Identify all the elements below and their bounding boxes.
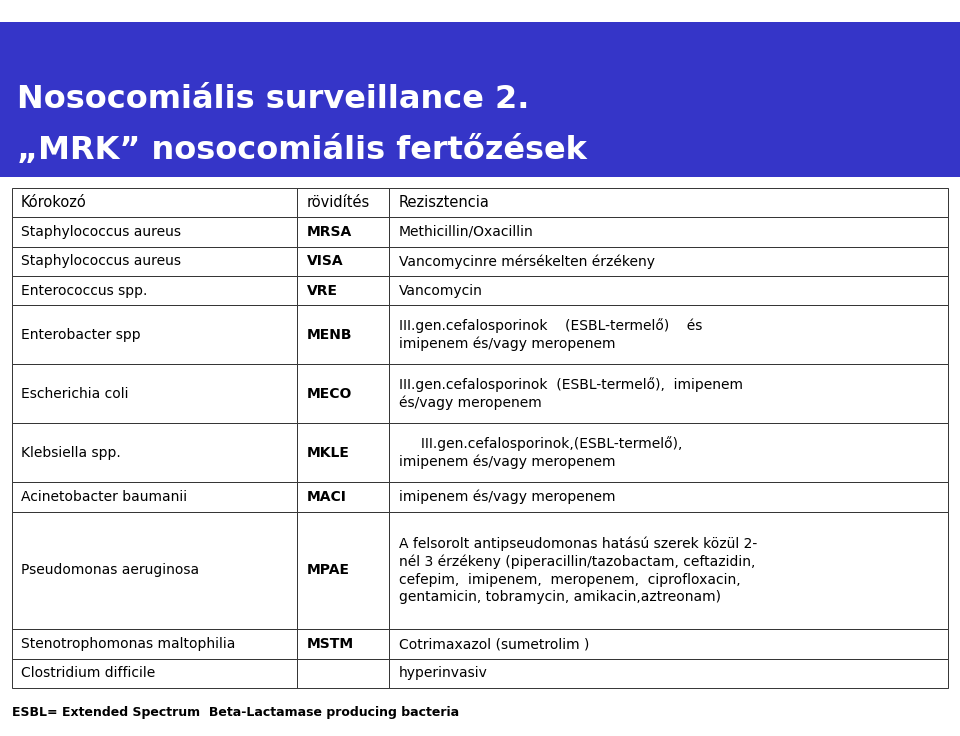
Text: hyperinvasiv: hyperinvasiv [398,666,488,681]
Text: III.gen.cefalosporinok,(ESBL-termelő),
imipenem és/vagy meropenem: III.gen.cefalosporinok,(ESBL-termelő), i… [398,436,683,469]
Text: MENB: MENB [307,328,352,342]
FancyBboxPatch shape [389,276,948,305]
FancyBboxPatch shape [12,629,298,659]
Text: imipenem és/vagy meropenem: imipenem és/vagy meropenem [398,489,615,504]
FancyBboxPatch shape [389,423,948,482]
Text: Acinetobacter baumanii: Acinetobacter baumanii [21,489,187,504]
Text: Pseudomonas aeruginosa: Pseudomonas aeruginosa [21,563,200,578]
Text: MACI: MACI [307,489,347,504]
Text: Staphylococcus aureus: Staphylococcus aureus [21,224,181,239]
Text: Cotrimaxazol (sumetrolim ): Cotrimaxazol (sumetrolim ) [398,637,589,651]
Text: Nosocomiális surveillance 2.: Nosocomiális surveillance 2. [17,84,530,115]
Text: Methicillin/Oxacillin: Methicillin/Oxacillin [398,224,534,239]
Text: Stenotrophomonas maltophilia: Stenotrophomonas maltophilia [21,637,235,651]
Text: Rezisztencia: Rezisztencia [398,195,490,210]
Text: MKLE: MKLE [307,445,349,460]
Text: Enterococcus spp.: Enterococcus spp. [21,283,148,298]
Text: MRSA: MRSA [307,224,352,239]
FancyBboxPatch shape [298,247,389,276]
FancyBboxPatch shape [12,276,298,305]
FancyBboxPatch shape [298,423,389,482]
Text: MECO: MECO [307,386,352,401]
Text: Escherichia coli: Escherichia coli [21,386,129,401]
Text: Vancomycinre mérsékelten érzékeny: Vancomycinre mérsékelten érzékeny [398,254,655,269]
FancyBboxPatch shape [389,364,948,423]
Text: rövidítés: rövidítés [307,195,371,210]
Text: Staphylococcus aureus: Staphylococcus aureus [21,254,181,269]
FancyBboxPatch shape [389,247,948,276]
Text: VRE: VRE [307,283,338,298]
FancyBboxPatch shape [12,423,298,482]
Text: Kórokozó: Kórokozó [21,195,86,210]
Text: VISA: VISA [307,254,344,269]
FancyBboxPatch shape [12,217,298,247]
Text: „MRK” nosocomiális fertőzések: „MRK” nosocomiális fertőzések [17,135,588,166]
Text: Clostridium difficile: Clostridium difficile [21,666,156,681]
Text: III.gen.cefalosporinok  (ESBL-termelő),  imipenem
és/vagy meropenem: III.gen.cefalosporinok (ESBL-termelő), i… [398,378,743,410]
Text: MPAE: MPAE [307,563,349,578]
Text: Klebsiella spp.: Klebsiella spp. [21,445,121,460]
FancyBboxPatch shape [389,482,948,512]
FancyBboxPatch shape [12,659,298,688]
FancyBboxPatch shape [298,482,389,512]
FancyBboxPatch shape [12,188,298,217]
Text: A felsorolt antipseudomonas hatású szerek közül 2-
nél 3 érzékeny (piperacillin/: A felsorolt antipseudomonas hatású szere… [398,537,757,604]
FancyBboxPatch shape [298,364,389,423]
FancyBboxPatch shape [389,512,948,629]
FancyBboxPatch shape [389,305,948,364]
FancyBboxPatch shape [389,629,948,659]
FancyBboxPatch shape [0,22,960,177]
FancyBboxPatch shape [12,482,298,512]
FancyBboxPatch shape [12,305,298,364]
FancyBboxPatch shape [298,217,389,247]
FancyBboxPatch shape [298,512,389,629]
FancyBboxPatch shape [389,659,948,688]
Text: ESBL= Extended Spectrum  Beta-Lactamase producing bacteria: ESBL= Extended Spectrum Beta-Lactamase p… [12,706,459,719]
FancyBboxPatch shape [12,247,298,276]
Text: MSTM: MSTM [307,637,354,651]
FancyBboxPatch shape [298,629,389,659]
FancyBboxPatch shape [298,188,389,217]
FancyBboxPatch shape [298,276,389,305]
FancyBboxPatch shape [12,364,298,423]
Text: Vancomycin: Vancomycin [398,283,483,298]
FancyBboxPatch shape [298,305,389,364]
Text: Enterobacter spp: Enterobacter spp [21,328,141,342]
Text: III.gen.cefalosporinok    (ESBL-termelő)    és
imipenem és/vagy meropenem: III.gen.cefalosporinok (ESBL-termelő) és… [398,319,702,351]
FancyBboxPatch shape [12,512,298,629]
FancyBboxPatch shape [389,188,948,217]
FancyBboxPatch shape [298,659,389,688]
FancyBboxPatch shape [389,217,948,247]
